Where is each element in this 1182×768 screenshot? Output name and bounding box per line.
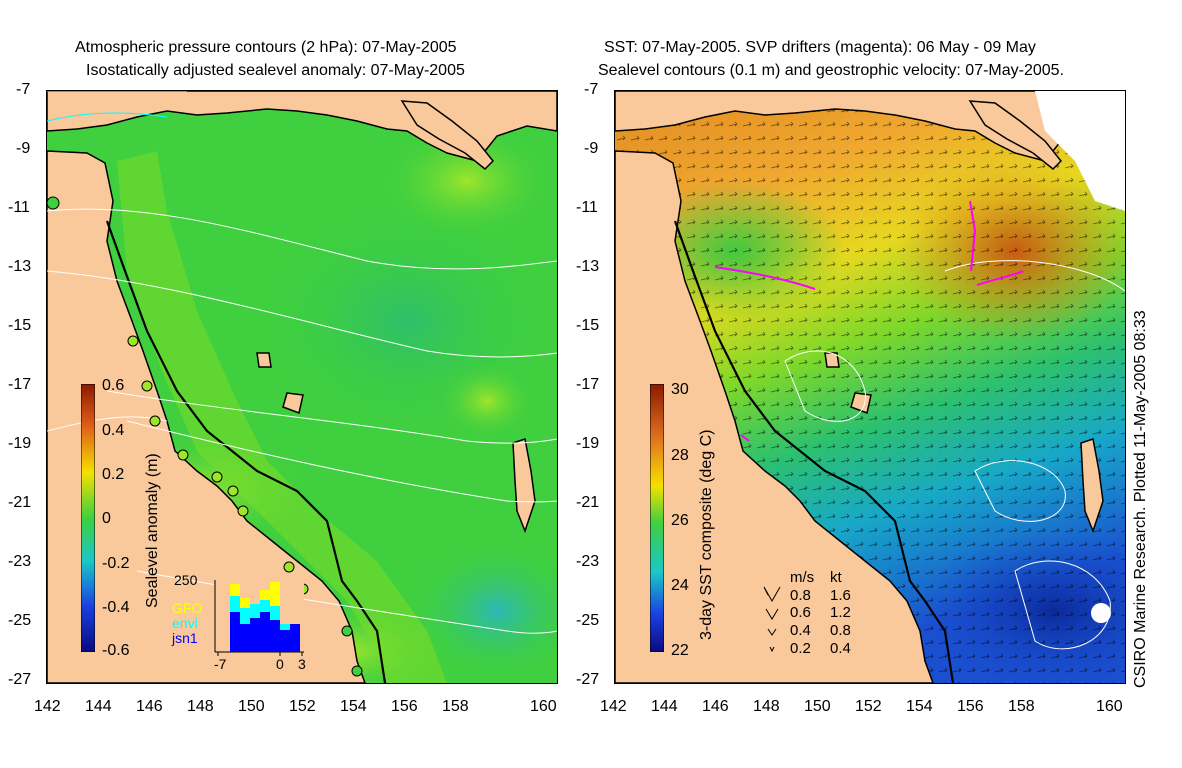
credit-text: CSIRO Marine Research. Plotted 11-May-20… bbox=[1132, 310, 1149, 688]
australia-landmass-sst bbox=[615, 150, 934, 683]
right-xtick: 150 bbox=[804, 698, 831, 715]
left-ytick: -9 bbox=[16, 140, 31, 157]
sst-map-panel bbox=[614, 90, 1126, 684]
right-ytick: -27 bbox=[576, 671, 600, 688]
sst-cbar-tick-30: 30 bbox=[671, 381, 689, 398]
velocity-legend-row-1-kt: 1.6 bbox=[830, 587, 851, 604]
left-ytick: -25 bbox=[8, 612, 32, 629]
right-xtick: 148 bbox=[753, 698, 780, 715]
velocity-legend-row-3-ms: 0.4 bbox=[790, 622, 811, 639]
velocity-legend-row-2-kt: 1.2 bbox=[830, 604, 851, 621]
right-xtick: 146 bbox=[702, 698, 729, 715]
right-ytick: -25 bbox=[576, 612, 600, 629]
histogram-legend-envi: envi bbox=[172, 615, 198, 631]
left-xtick: 160 bbox=[530, 698, 557, 715]
left-ytick: -15 bbox=[8, 317, 32, 334]
histogram-legend-gfo: GFO bbox=[172, 600, 203, 616]
sst-cbar-label: 3-day SST composite (deg C) bbox=[698, 429, 715, 640]
histogram-ymax: 250 bbox=[174, 572, 198, 588]
sealevel-map bbox=[47, 91, 557, 683]
sla-cbar-tick--0.2: -0.2 bbox=[102, 555, 130, 572]
left-ytick: -11 bbox=[8, 199, 30, 216]
sst-cbar-tick-24: 24 bbox=[671, 577, 689, 594]
velocity-legend-row-4-ms: 0.2 bbox=[790, 640, 811, 657]
right-ytick: -17 bbox=[576, 376, 600, 393]
right-xtick: 142 bbox=[600, 698, 627, 715]
histogram-xtick-0: 0 bbox=[276, 656, 284, 672]
sst-cbar-tick-22: 22 bbox=[671, 642, 689, 659]
right-title-line1: SST: 07-May-2005. SVP drifters (magenta)… bbox=[604, 39, 1036, 56]
sla-cbar-tick--0.6: -0.6 bbox=[102, 642, 130, 659]
right-xtick: 144 bbox=[651, 698, 678, 715]
right-xtick: 152 bbox=[855, 698, 882, 715]
sla-cbar-tick-0.6: 0.6 bbox=[102, 377, 125, 394]
right-ytick: -13 bbox=[576, 258, 600, 275]
drifter-track-4 bbox=[740, 434, 750, 442]
sst-map bbox=[615, 91, 1125, 683]
right-xtick: 154 bbox=[906, 698, 933, 715]
right-ytick: -9 bbox=[584, 140, 599, 157]
sealevel-map-panel bbox=[46, 90, 558, 684]
velocity-legend-row-2-ms: 0.6 bbox=[790, 604, 811, 621]
right-xtick: 158 bbox=[1008, 698, 1035, 715]
right-xtick: 160 bbox=[1096, 698, 1123, 715]
left-ytick: -21 bbox=[8, 494, 32, 511]
velocity-legend-row-4-kt: 0.4 bbox=[830, 640, 851, 657]
sst-cbar-tick-28: 28 bbox=[671, 447, 689, 464]
right-ytick: -15 bbox=[576, 317, 600, 334]
left-ytick: -27 bbox=[8, 671, 32, 688]
left-title-line1: Atmospheric pressure contours (2 hPa): 0… bbox=[75, 39, 457, 56]
left-xtick: 148 bbox=[187, 698, 214, 715]
left-ytick: -19 bbox=[8, 435, 32, 452]
right-ytick: -21 bbox=[576, 494, 600, 511]
sst-cbar-tick-26: 26 bbox=[671, 512, 689, 529]
left-xtick: 146 bbox=[136, 698, 163, 715]
left-xtick: 144 bbox=[85, 698, 112, 715]
left-xtick: 154 bbox=[340, 698, 367, 715]
left-title-line2: Isostatically adjusted sealevel anomaly:… bbox=[86, 62, 465, 79]
drifter-track-1 bbox=[714, 266, 816, 290]
sla-cbar-tick--0.4: -0.4 bbox=[102, 599, 130, 616]
left-ytick: -13 bbox=[8, 258, 32, 275]
left-ytick: -17 bbox=[8, 376, 32, 393]
velocity-legend-arrows bbox=[763, 586, 781, 653]
right-title-line2: Sealevel contours (0.1 m) and geostrophi… bbox=[598, 62, 1065, 79]
sla-cbar-tick-0: 0 bbox=[102, 510, 111, 527]
velocity-legend-row-3-kt: 0.8 bbox=[830, 622, 851, 639]
velocity-legend-ms-header: m/s bbox=[790, 569, 815, 586]
histogram-legend-jsn1: jsn1 bbox=[172, 630, 198, 646]
drifter-track-3 bbox=[976, 270, 1024, 286]
left-xtick: 150 bbox=[238, 698, 265, 715]
right-xtick: 156 bbox=[957, 698, 984, 715]
right-ytick: -23 bbox=[576, 553, 600, 570]
altimeter-histogram bbox=[214, 580, 304, 656]
sla-cbar-label: Sealevel anomaly (m) bbox=[144, 453, 161, 608]
velocity-legend-row-1-ms: 0.8 bbox=[790, 587, 811, 604]
sla-cbar-tick-0.2: 0.2 bbox=[102, 466, 125, 483]
left-ytick: -7 bbox=[16, 81, 31, 98]
left-xtick: 152 bbox=[289, 698, 316, 715]
left-xtick: 156 bbox=[391, 698, 418, 715]
histogram-xtick-3: 3 bbox=[298, 656, 306, 672]
velocity-legend-kt-header: kt bbox=[830, 569, 842, 586]
sst-colorbar bbox=[650, 384, 664, 652]
left-xtick: 142 bbox=[34, 698, 61, 715]
australia-landmass bbox=[47, 150, 366, 683]
drifter-track-2 bbox=[969, 200, 977, 272]
sealevel-colorbar bbox=[81, 384, 95, 652]
right-ytick: -19 bbox=[576, 435, 600, 452]
left-xtick: 158 bbox=[442, 698, 469, 715]
histogram-xtick-minus7: -7 bbox=[214, 656, 227, 672]
left-ytick: -23 bbox=[8, 553, 32, 570]
right-ytick: -7 bbox=[584, 81, 599, 98]
right-ytick: -11 bbox=[576, 199, 598, 216]
sla-cbar-tick-0.4: 0.4 bbox=[102, 422, 125, 439]
